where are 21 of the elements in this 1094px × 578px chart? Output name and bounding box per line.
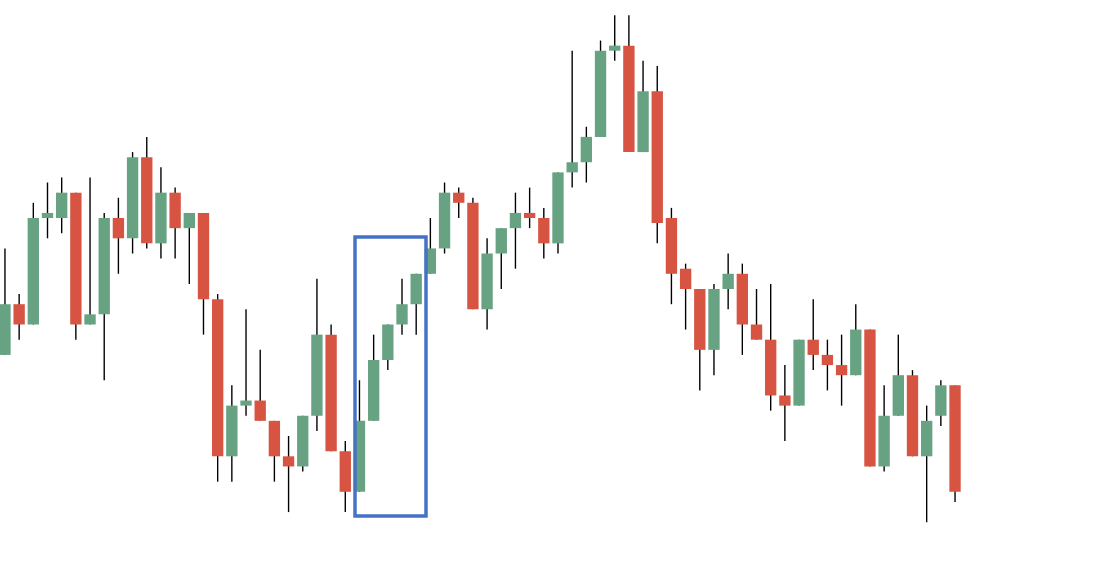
candlestick <box>13 293 25 341</box>
candlestick <box>523 186 536 229</box>
candlestick <box>807 298 819 371</box>
candlestick <box>821 339 834 392</box>
candlestick <box>84 176 96 326</box>
candlestick <box>779 364 791 442</box>
candlestick <box>183 212 195 285</box>
candlestick <box>41 181 54 239</box>
candlestick <box>112 197 125 275</box>
candlestick <box>750 288 763 341</box>
candlestick <box>835 333 848 407</box>
candlestick <box>453 186 465 219</box>
candlestick <box>509 191 522 270</box>
candlestick <box>679 262 692 331</box>
candlestick <box>240 308 252 417</box>
candlestick <box>722 252 734 310</box>
candlestick <box>282 435 295 513</box>
candlestick <box>254 349 266 422</box>
candlestick <box>609 14 621 62</box>
candlestick <box>566 50 578 189</box>
candlestick <box>396 278 408 336</box>
